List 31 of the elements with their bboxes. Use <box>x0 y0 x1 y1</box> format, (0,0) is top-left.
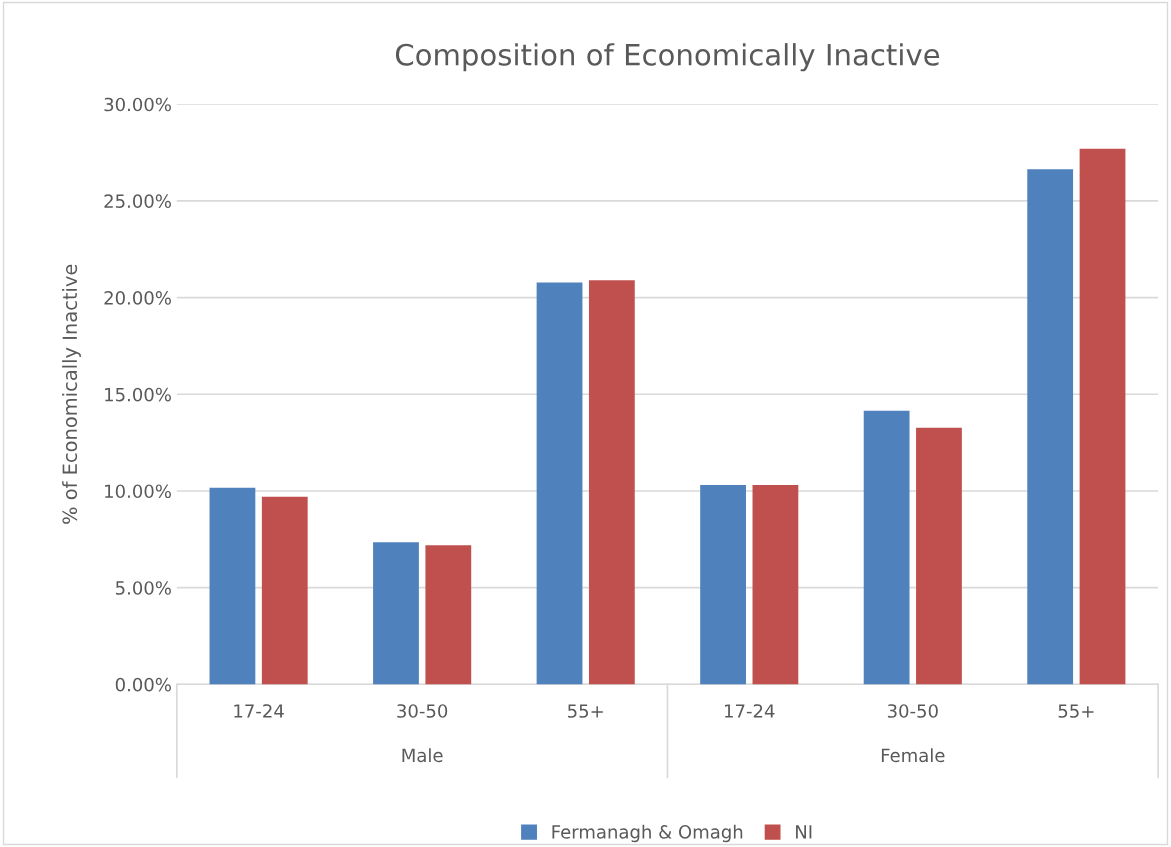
bar <box>373 542 419 685</box>
y-tick-label: 15.00% <box>105 387 171 402</box>
y-tick-label: 5.00% <box>116 581 171 595</box>
y-tick-label: 25.00% <box>104 194 171 208</box>
bar <box>752 484 799 685</box>
x-tick-label: 30-50 <box>887 704 938 718</box>
text: Female <box>881 748 945 763</box>
y-axis-title: % of Economically Inactive <box>62 264 81 524</box>
bar <box>1027 169 1074 685</box>
x-tick-label: 17-24 <box>234 704 284 718</box>
bar <box>425 545 472 685</box>
x-tick-label: 55+ <box>568 704 603 718</box>
text: Male <box>402 748 443 763</box>
bar <box>1079 148 1126 685</box>
y-tick-label: 30.00% <box>104 97 171 112</box>
bar <box>536 282 583 685</box>
bar <box>863 410 910 685</box>
legend-label: NI <box>796 825 812 839</box>
x-tick-label: 55+ <box>1058 704 1094 718</box>
x-tick-label: 30-50 <box>397 704 448 718</box>
legend-label: Fermanagh & Omagh <box>552 824 743 843</box>
x-tick-label: 17-24 <box>725 704 775 718</box>
bar <box>588 280 635 685</box>
bar <box>209 487 256 685</box>
bar <box>916 427 962 685</box>
y-tick-label: 20.00% <box>104 291 171 305</box>
bar <box>261 496 308 685</box>
y-tick-label: 0.00% <box>115 677 171 692</box>
bar <box>700 484 746 685</box>
chart-title: Composition of Economically Inactive <box>395 43 940 72</box>
y-tick-label: 10.00% <box>105 484 171 499</box>
